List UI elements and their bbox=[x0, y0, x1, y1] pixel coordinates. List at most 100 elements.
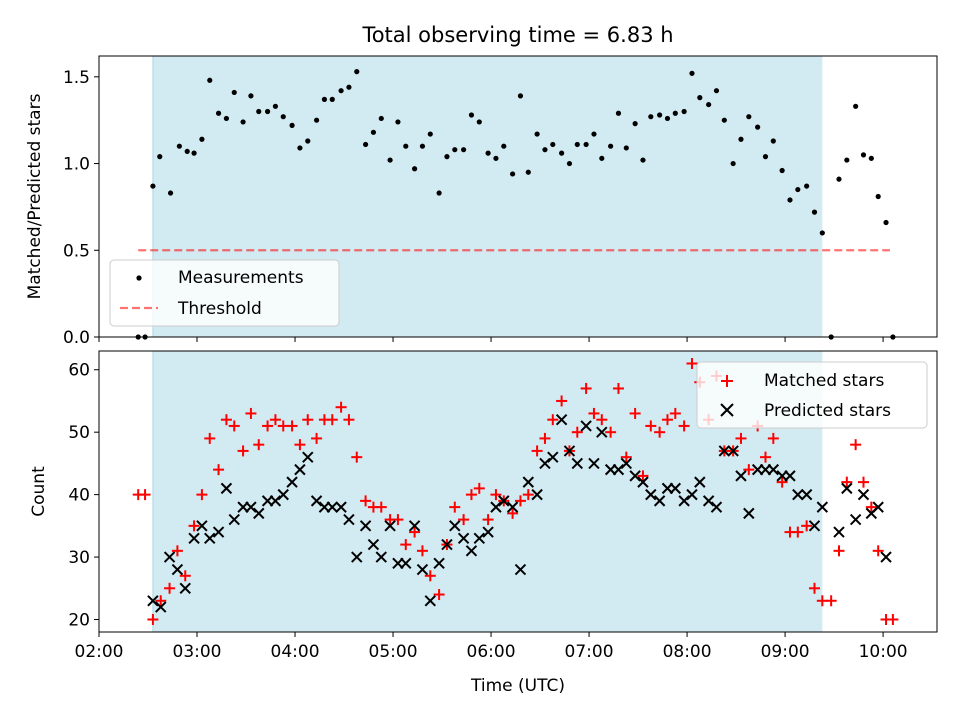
predicted-star-point bbox=[326, 501, 338, 513]
matched-star-point bbox=[245, 407, 257, 419]
x-stroke bbox=[498, 495, 510, 507]
x-stroke bbox=[286, 476, 298, 488]
matched-star-point bbox=[850, 439, 862, 451]
x-tick-label: 07:00 bbox=[565, 642, 614, 662]
predicted-star-point bbox=[857, 488, 870, 501]
predicted-star-point bbox=[547, 451, 559, 463]
matched-star-point bbox=[571, 426, 583, 438]
measurement-point bbox=[730, 160, 736, 167]
measurement-point bbox=[787, 197, 793, 203]
measurement-point bbox=[176, 143, 182, 149]
measurement-point bbox=[525, 169, 531, 175]
predicted-star-point bbox=[612, 463, 625, 476]
measurement-point bbox=[362, 141, 369, 148]
measurement-point bbox=[207, 77, 213, 83]
x-stroke bbox=[375, 551, 387, 563]
predicted-star-point bbox=[171, 563, 184, 576]
predicted-star-point bbox=[653, 495, 666, 507]
predicted-star-point bbox=[555, 413, 568, 426]
x-stroke bbox=[571, 457, 584, 470]
x-stroke bbox=[367, 538, 380, 551]
measurement-point bbox=[623, 145, 629, 151]
matched-star-point bbox=[449, 501, 461, 513]
x-stroke bbox=[277, 488, 289, 501]
measurement-point bbox=[762, 154, 769, 160]
matched-star-point bbox=[196, 489, 208, 501]
x-stroke bbox=[359, 520, 372, 532]
x-stroke bbox=[841, 482, 853, 495]
predicted-star-point bbox=[784, 470, 796, 482]
legend-predicted-label: Predicted stars bbox=[764, 401, 891, 421]
x-stroke bbox=[596, 426, 608, 438]
measurement-point bbox=[354, 69, 360, 75]
x-stroke bbox=[620, 457, 633, 470]
predicted-star-point bbox=[384, 520, 396, 532]
predicted-star-point bbox=[465, 545, 478, 557]
measurement-point bbox=[755, 124, 761, 130]
measurement-point bbox=[240, 119, 246, 125]
matched-star-point bbox=[294, 439, 306, 451]
matched-star-point bbox=[620, 451, 632, 463]
matched-star-point bbox=[139, 489, 151, 501]
measurement-point bbox=[608, 143, 614, 149]
measurement-point bbox=[452, 147, 458, 153]
matched-star-point bbox=[857, 476, 869, 488]
x-stroke bbox=[449, 520, 461, 532]
measurement-point bbox=[860, 152, 867, 158]
measurement-point bbox=[427, 131, 433, 137]
matched-star-point bbox=[808, 582, 820, 594]
x-stroke bbox=[629, 470, 641, 482]
matched-star-point bbox=[473, 482, 485, 494]
x-stroke bbox=[147, 595, 159, 607]
x-stroke bbox=[686, 488, 698, 501]
x-stroke bbox=[171, 563, 184, 576]
predicted-star-point bbox=[310, 495, 323, 507]
x-stroke bbox=[580, 420, 592, 432]
predicted-star-point bbox=[718, 445, 731, 457]
y-tick-label: 40 bbox=[68, 486, 90, 506]
predicted-star-point bbox=[188, 532, 200, 545]
x-stroke bbox=[678, 495, 690, 507]
predicted-star-point bbox=[490, 501, 502, 513]
predicted-star-point bbox=[212, 526, 225, 538]
x-stroke bbox=[490, 501, 502, 513]
predicted-star-point bbox=[277, 488, 289, 501]
measurement-point bbox=[444, 154, 450, 160]
time-x-axis-label: Time (UTC) bbox=[470, 676, 565, 696]
predicted-star-point bbox=[400, 557, 412, 570]
predicted-star-point bbox=[441, 538, 453, 551]
matched-star-point bbox=[351, 451, 363, 463]
matched-star-point bbox=[326, 414, 338, 426]
x-tick-label: 06:00 bbox=[467, 642, 516, 662]
matched-star-point bbox=[872, 545, 884, 557]
x-stroke bbox=[743, 507, 755, 520]
predicted-star-point bbox=[629, 470, 641, 482]
measurement-point bbox=[395, 119, 401, 125]
matched-star-point bbox=[629, 407, 641, 419]
predicted-star-point bbox=[449, 520, 461, 532]
matched-star-point bbox=[865, 501, 877, 513]
predicted-star-point bbox=[522, 476, 534, 488]
x-stroke bbox=[735, 470, 747, 482]
measurement-point bbox=[721, 117, 727, 123]
x-tick-label: 03:00 bbox=[173, 642, 222, 662]
x-stroke bbox=[302, 451, 314, 463]
measurement-point bbox=[419, 143, 426, 149]
x-stroke bbox=[563, 445, 576, 457]
predicted-star-point bbox=[220, 482, 233, 495]
x-stroke bbox=[179, 582, 191, 594]
matched-star-point bbox=[424, 570, 436, 582]
matched-star-point bbox=[220, 414, 232, 426]
count-y-axis-label: Count bbox=[29, 466, 49, 517]
x-stroke bbox=[880, 551, 892, 563]
x-tick-label: 09:00 bbox=[761, 642, 810, 662]
x-stroke bbox=[808, 520, 821, 532]
y-tick-label: 1.0 bbox=[63, 155, 90, 175]
measurement-point bbox=[875, 193, 881, 200]
x-tick-label: 08:00 bbox=[663, 642, 712, 662]
x-stroke bbox=[465, 545, 478, 557]
measurement-point bbox=[811, 209, 818, 215]
measurement-point bbox=[468, 112, 475, 118]
legend-plus-glyph bbox=[721, 375, 733, 387]
measurement-point bbox=[231, 89, 237, 96]
